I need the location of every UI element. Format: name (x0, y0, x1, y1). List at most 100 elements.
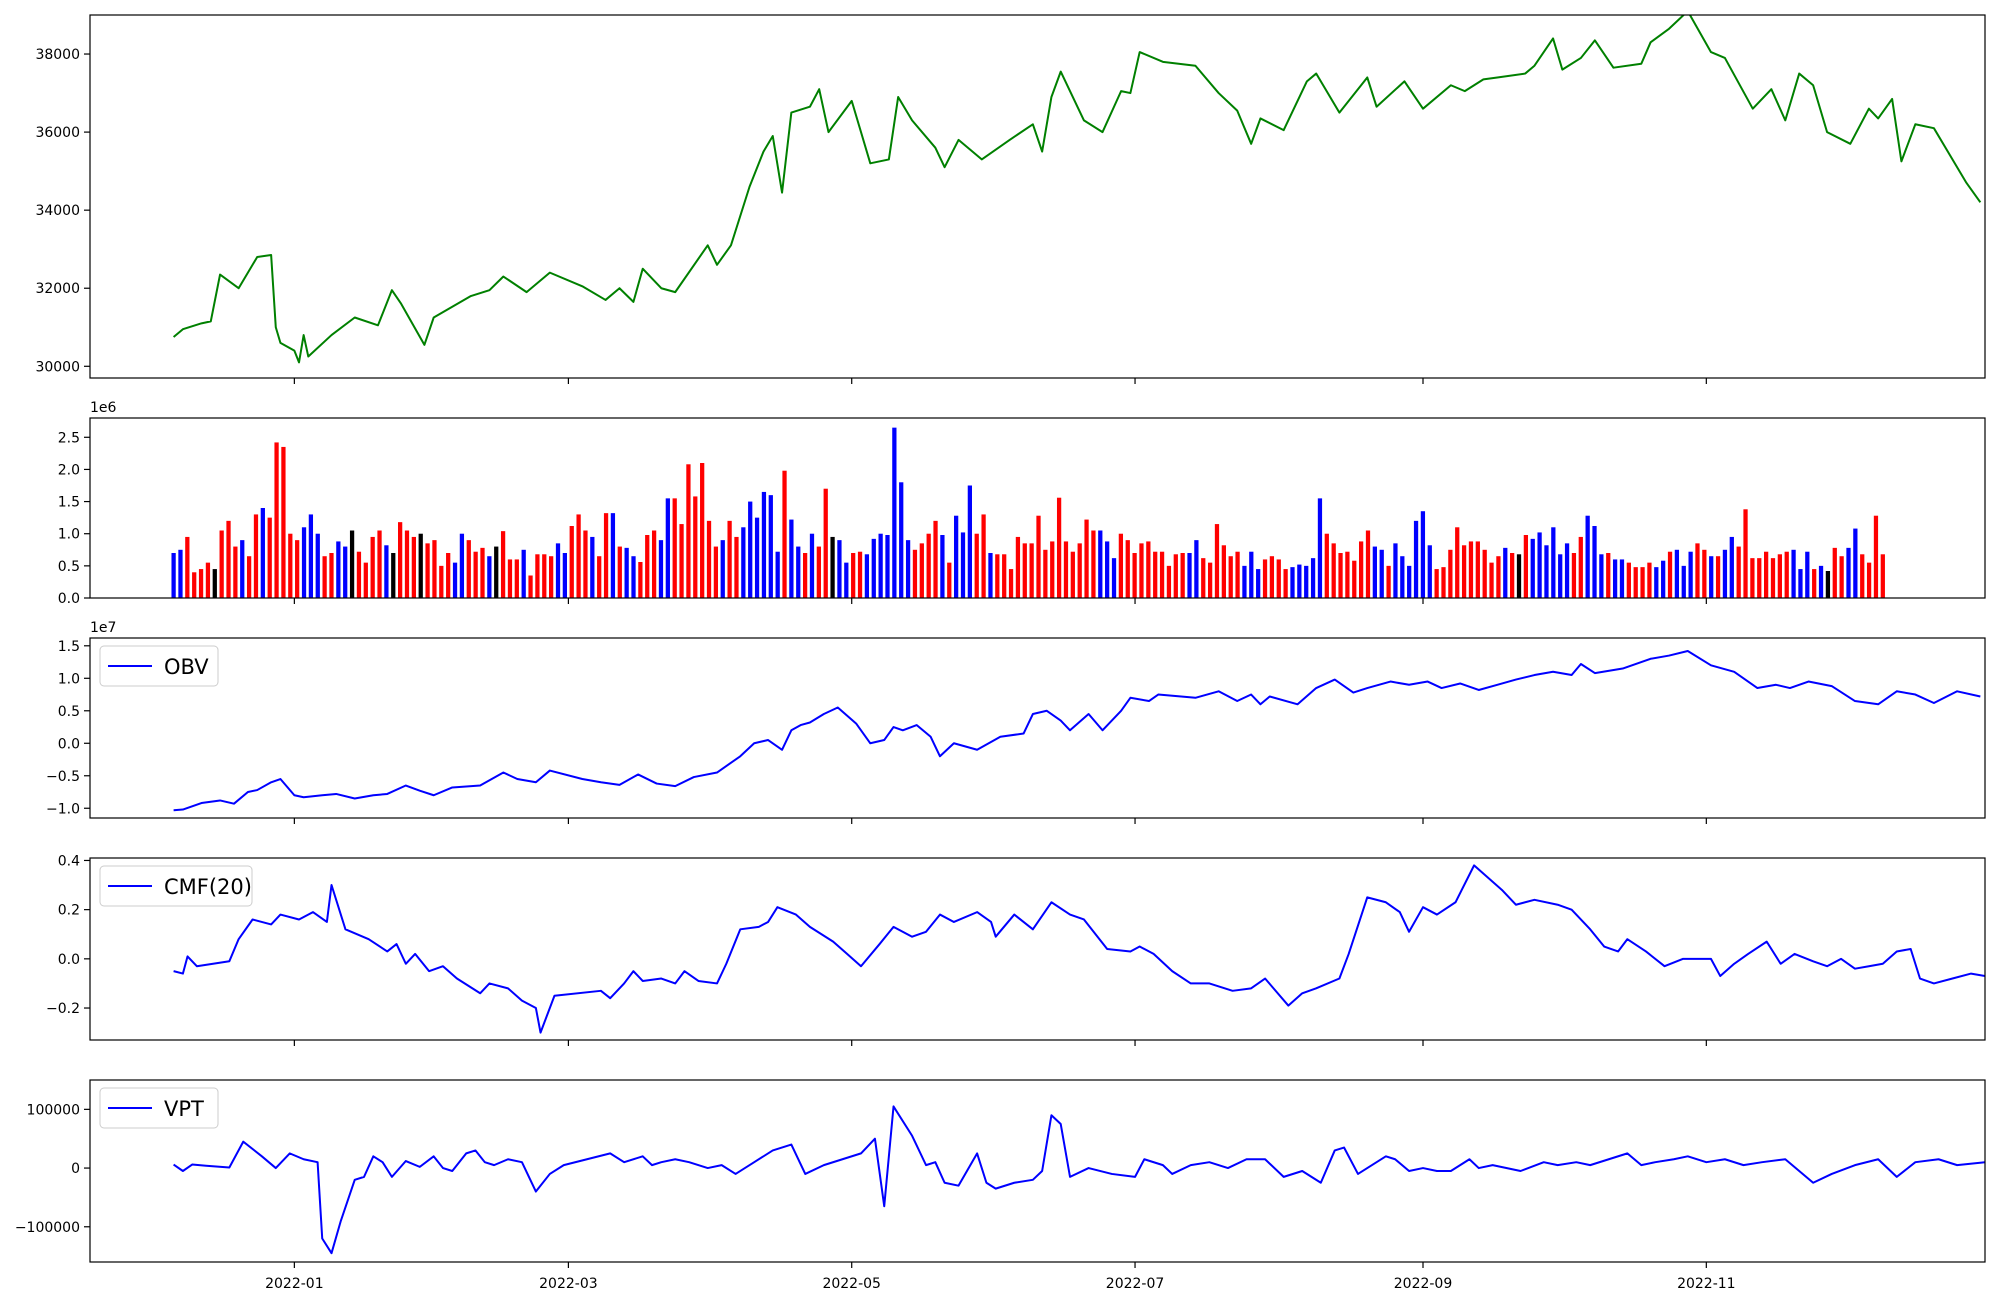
volume-bar (1427, 545, 1432, 598)
volume-bar (301, 527, 307, 598)
obv-ytick-label: 0.5 (58, 704, 80, 720)
volume-bar (1839, 556, 1844, 598)
vpt-ytick-label: 100000 (27, 1102, 80, 1118)
vpt-marks (173, 1105, 1985, 1255)
volume-bar (1207, 562, 1213, 598)
volume-bar (988, 553, 993, 598)
volume-bar (1695, 543, 1700, 598)
volume-bar (569, 526, 574, 598)
volume-ytick-label: 1.0 (58, 527, 80, 543)
volume-bar (693, 496, 698, 598)
volume-bar (1571, 553, 1577, 598)
volume-bar (473, 551, 478, 598)
volume-bar (466, 540, 471, 598)
volume-bar (198, 569, 204, 598)
volume-bar (1331, 543, 1336, 598)
volume-bar (1393, 543, 1398, 598)
volume-bar (727, 520, 732, 598)
volume-bar (1633, 567, 1638, 598)
volume-bar (1249, 551, 1254, 598)
xtick-label: 2022-05 (822, 1276, 881, 1292)
volume-bar (1866, 562, 1872, 598)
cmf-ytick-label: 0.0 (58, 952, 80, 968)
vpt-ytick-label: 0 (71, 1161, 80, 1177)
volume-bar (1125, 540, 1130, 598)
cmf-legend: CMF(20) (99, 865, 253, 907)
volume-bar (1777, 554, 1782, 598)
volume-bar (974, 533, 979, 598)
volume-offset-label: 1e6 (90, 400, 117, 416)
volume-bar (1091, 530, 1096, 598)
vpt-legend-box (99, 1087, 219, 1129)
volume-bar (1043, 549, 1048, 598)
volume-bar (1352, 560, 1357, 598)
volume-marks (171, 427, 1885, 598)
volume-bar (926, 533, 931, 598)
volume-bar (981, 514, 986, 598)
volume-bar (1510, 553, 1515, 598)
cmf-axes-frame (89, 857, 1986, 1041)
volume-bar (1558, 554, 1563, 598)
volume-bar (905, 540, 911, 598)
xtick-label: 2022-03 (539, 1276, 598, 1292)
volume-bar (1256, 569, 1261, 598)
volume-bar (912, 549, 918, 598)
volume-bar (1805, 551, 1810, 598)
volume-bar (219, 530, 224, 598)
volume-bar (1523, 535, 1529, 598)
volume-bar (720, 540, 725, 598)
volume-bar (1194, 540, 1199, 598)
volume-bar (404, 530, 410, 598)
volume-bar (761, 491, 767, 598)
volume-bar (1420, 511, 1426, 598)
volume-bar (809, 533, 815, 598)
volume-bar (1640, 567, 1645, 598)
volume-bar (246, 556, 252, 598)
volume-bar (1400, 556, 1405, 598)
obv-ytick-label: 0.0 (58, 736, 80, 752)
volume-bar (452, 562, 458, 598)
volume-bar (411, 536, 416, 598)
volume-bar (1434, 569, 1439, 598)
volume-bar (871, 538, 876, 598)
price-ytick-label: 36000 (35, 125, 80, 141)
volume-bar (1407, 565, 1412, 598)
volume-bar (1612, 559, 1618, 598)
volume-bar (281, 446, 286, 598)
volume-bar (1029, 543, 1034, 598)
volume-bar (1105, 541, 1110, 598)
volume-bar (1365, 530, 1371, 598)
volume-bar (1661, 560, 1666, 598)
volume-bar (1832, 547, 1837, 598)
vpt-panel: −100000 0 100000 VPT 2022-01 2022-03 2022-05 20… (15, 1079, 1986, 1292)
volume-bar (240, 540, 245, 598)
obv-ytick-label: 1.5 (58, 639, 80, 655)
volume-bar (212, 569, 217, 598)
volume-bar (1503, 547, 1508, 598)
volume-bar (1153, 551, 1158, 598)
volume-bar (1166, 565, 1172, 598)
volume-bar (816, 546, 821, 598)
volume-bar (507, 559, 513, 598)
volume-bar (638, 562, 643, 598)
volume-bar (1818, 565, 1824, 598)
volume-bar (555, 543, 561, 598)
volume-bar (960, 532, 966, 598)
volume-bar (1441, 567, 1446, 598)
volume-bar (1077, 543, 1082, 598)
volume-bar (494, 546, 499, 598)
volume-bar (274, 442, 279, 598)
volume-bar (398, 522, 403, 598)
obv-legend: OBV (99, 645, 219, 687)
volume-bar (363, 562, 368, 598)
obv-ytick-label: 1.0 (58, 671, 80, 687)
volume-bar (734, 536, 739, 598)
volume-bar (1173, 554, 1178, 598)
volume-bar (624, 547, 629, 598)
volume-bar (713, 546, 719, 598)
xtick-label: 2022-01 (265, 1276, 324, 1292)
volume-bar (1290, 567, 1295, 598)
volume-bar (1626, 562, 1631, 598)
